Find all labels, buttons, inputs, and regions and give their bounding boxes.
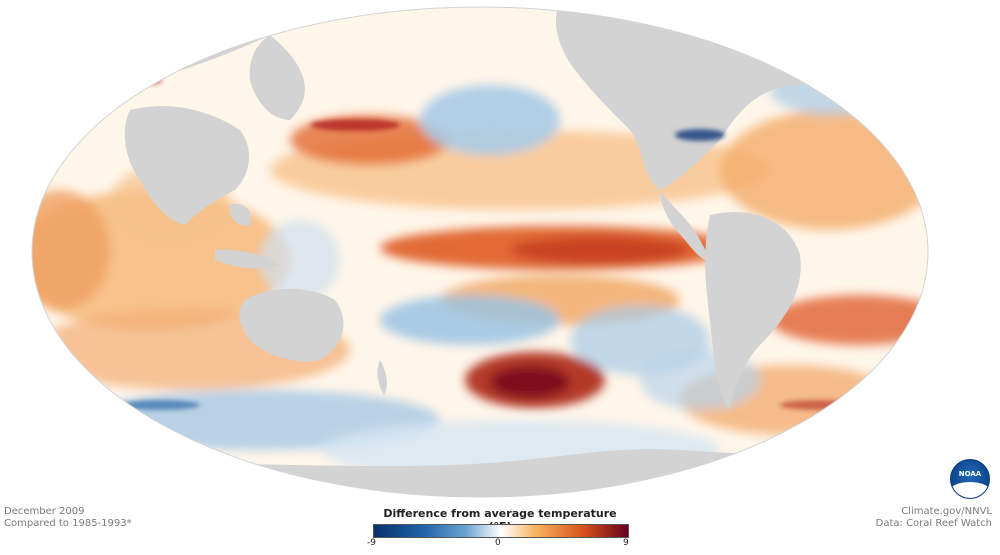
date-label: December 2009 <box>4 506 85 517</box>
credit-label: Climate.gov/NNVL <box>901 506 992 517</box>
noaa-logo-wave <box>951 482 989 498</box>
sea-surface-temperature-anomaly-map <box>31 6 929 498</box>
source-label: Data: Coral Reef Watch <box>875 518 992 529</box>
footer-right: Climate.gov/NNVL Data: Coral Reef Watch <box>876 506 992 530</box>
footer-left: December 2009 Compared to 1985-1993* <box>4 506 132 530</box>
noaa-logo-icon: NOAA <box>950 459 990 499</box>
legend-min-label: -9 <box>367 538 376 548</box>
noaa-logo-text: NOAA <box>958 470 982 478</box>
color-legend: Difference from average temperature (°F)… <box>367 507 630 553</box>
legend-max-label: 9 <box>623 538 629 548</box>
legend-mid-label: 0 <box>495 538 501 548</box>
legend-color-bar <box>373 524 629 538</box>
baseline-label: Compared to 1985-1993* <box>4 518 132 529</box>
